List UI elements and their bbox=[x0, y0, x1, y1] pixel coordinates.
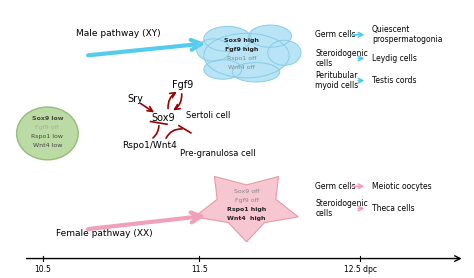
Text: Sox9 low: Sox9 low bbox=[32, 116, 63, 121]
Text: Fgf9 high: Fgf9 high bbox=[225, 47, 258, 52]
Text: Rspo1/Wnt4: Rspo1/Wnt4 bbox=[122, 142, 177, 150]
Text: Fgf9: Fgf9 bbox=[172, 80, 193, 90]
Ellipse shape bbox=[17, 107, 78, 160]
Text: Quiescent
prospermatogonia: Quiescent prospermatogonia bbox=[372, 25, 443, 44]
Text: Steroidogenic
cells: Steroidogenic cells bbox=[315, 49, 368, 68]
Ellipse shape bbox=[232, 63, 280, 82]
Text: Pre-granulosa cell: Pre-granulosa cell bbox=[180, 150, 256, 158]
Text: Wnt4 off: Wnt4 off bbox=[228, 65, 255, 70]
Text: Steroidogenic
cells: Steroidogenic cells bbox=[315, 199, 368, 218]
Text: Male pathway (XY): Male pathway (XY) bbox=[76, 29, 161, 38]
Ellipse shape bbox=[268, 40, 301, 65]
Text: Female pathway (XX): Female pathway (XX) bbox=[56, 229, 153, 238]
Text: Testis cords: Testis cords bbox=[372, 76, 417, 85]
Text: Sertoli cell: Sertoli cell bbox=[186, 111, 231, 120]
Text: Rspo1 low: Rspo1 low bbox=[31, 134, 64, 139]
Ellipse shape bbox=[249, 25, 292, 47]
Ellipse shape bbox=[204, 26, 251, 51]
Text: 10.5: 10.5 bbox=[34, 265, 51, 274]
Ellipse shape bbox=[204, 33, 289, 78]
Text: Rspo1 off: Rspo1 off bbox=[227, 56, 256, 61]
Text: 12.5 dpc: 12.5 dpc bbox=[344, 265, 377, 274]
Text: 11.5: 11.5 bbox=[191, 265, 208, 274]
Text: Sox9 off: Sox9 off bbox=[234, 189, 259, 194]
Text: Peritubular
myoid cells: Peritubular myoid cells bbox=[315, 71, 358, 90]
Text: Leydig cells: Leydig cells bbox=[372, 54, 417, 63]
Text: Meiotic oocytes: Meiotic oocytes bbox=[372, 182, 432, 191]
Text: Rspo1 high: Rspo1 high bbox=[227, 207, 266, 212]
Ellipse shape bbox=[197, 39, 230, 61]
Text: Theca cells: Theca cells bbox=[372, 204, 415, 213]
Text: Germ cells: Germ cells bbox=[315, 182, 356, 191]
Ellipse shape bbox=[204, 60, 242, 79]
Text: Sox9 high: Sox9 high bbox=[224, 38, 259, 43]
Text: Sry: Sry bbox=[127, 94, 143, 104]
Text: Wnt4  high: Wnt4 high bbox=[227, 216, 266, 221]
Text: Wnt4 low: Wnt4 low bbox=[33, 143, 62, 148]
Polygon shape bbox=[195, 177, 298, 242]
Text: Fgf9 off: Fgf9 off bbox=[235, 198, 258, 203]
Text: Fgf9 off: Fgf9 off bbox=[36, 125, 59, 130]
Text: Germ cells: Germ cells bbox=[315, 30, 356, 39]
Text: Sox9: Sox9 bbox=[152, 113, 175, 123]
